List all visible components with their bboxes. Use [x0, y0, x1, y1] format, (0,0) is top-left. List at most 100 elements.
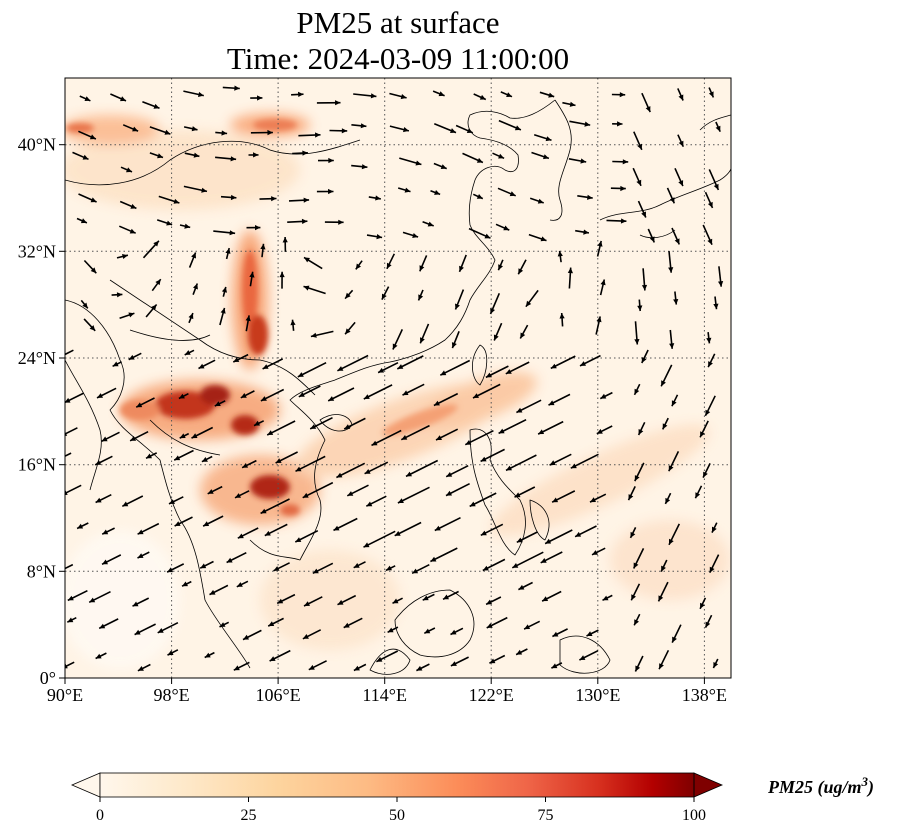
wind-arrow-head [661, 380, 666, 387]
wind-arrow-head [174, 455, 181, 461]
wind-arrow-head [480, 456, 487, 462]
wind-arrow-head [705, 621, 711, 628]
wind-arrow-head [201, 187, 207, 193]
map-time: Time: 2024-03-09 11:00:00 [226, 41, 570, 76]
wind-arrow-head [203, 521, 210, 527]
wind-arrow-head [545, 538, 552, 544]
wind-arrow-head [146, 453, 152, 459]
wind-arrow-head [370, 93, 377, 99]
wind-arrow-head [480, 530, 487, 536]
wind-arrow-head [277, 598, 284, 604]
wind-arrow-head [295, 537, 302, 542]
wind-arrow-head [153, 240, 159, 247]
wind-arrow-head [191, 126, 198, 132]
wind-arrow-head [424, 628, 431, 634]
wind-arrow-head [540, 558, 547, 563]
wind-arrow-head [641, 357, 647, 363]
wind-arrow-head [584, 121, 591, 127]
wind-arrow-head [506, 465, 512, 471]
wind-arrow-head [376, 656, 383, 662]
wind-arrow-head [450, 661, 457, 666]
wind-arrow-head [634, 475, 640, 482]
colorbar-tick: 0 [96, 807, 104, 824]
wind-arrow-head [422, 595, 429, 601]
wind-arrow-head [485, 372, 492, 378]
wind-arrow-head [403, 127, 409, 133]
wind-arrow-head [446, 472, 453, 477]
wind-arrow-head [198, 91, 204, 97]
wind-arrow-head [579, 655, 586, 660]
wind-arrow-head [353, 563, 360, 568]
wind-arrow-head [671, 400, 677, 407]
wind-arrow-head [469, 501, 476, 507]
wind-arrow-head [310, 424, 317, 429]
wind-arrow-head [386, 565, 392, 571]
wind-arrow-head [345, 292, 351, 299]
wind-arrow-head [235, 493, 241, 498]
wind-arrow-head [303, 197, 310, 203]
wind-arrow-head [506, 92, 512, 97]
wind-arrow-head [634, 619, 639, 626]
map-frame [64, 77, 732, 679]
wind-arrow-head [312, 568, 319, 574]
wind-arrow-head [641, 284, 648, 291]
wind-arrow-head [557, 250, 563, 257]
wind-arrow-head [260, 243, 266, 250]
lat-tick-label: 40°N [18, 135, 56, 155]
lat-tick-marks [59, 144, 65, 679]
wind-arrow-head [169, 499, 175, 504]
wind-arrow-head [226, 557, 233, 563]
wind-arrow-head [363, 394, 370, 399]
wind-arrow-head [128, 354, 135, 360]
wind-arrow-shaft [337, 354, 369, 372]
wind-arrow-head [193, 283, 198, 290]
wind-arrow-head [225, 248, 231, 254]
wind-arrow-head [55, 355, 61, 360]
wind-arrow-head [586, 631, 593, 636]
wind-arrow-head [297, 372, 304, 377]
wind-arrow-head [548, 400, 555, 406]
wind-arrow-head [366, 501, 373, 507]
wind-arrow-head [328, 396, 335, 401]
wind-arrow-head [707, 238, 713, 245]
wind-arrow-head [695, 492, 701, 499]
wind-arrow-head [200, 563, 207, 569]
wind-arrow-head [355, 263, 361, 270]
colorbar-tick: 75 [538, 807, 554, 824]
wind-arrow-head [164, 129, 171, 135]
wind-arrow-head [420, 337, 425, 344]
wind-arrow-head [678, 94, 684, 101]
colorbar-tick: 25 [241, 807, 257, 824]
wind-arrow-head [304, 257, 310, 263]
wind-arrow-head [549, 460, 556, 466]
wind-arrow-head [402, 390, 409, 396]
wind-arrow-head [641, 211, 646, 218]
wind-arrow-head [509, 191, 516, 197]
wind-arrow-head [503, 225, 510, 231]
wind-arrow-head [707, 201, 713, 208]
wind-arrow-head [634, 339, 640, 345]
wind-arrow-head [600, 279, 606, 286]
wind-arrow-head [635, 665, 641, 672]
wind-arrow-head [315, 132, 321, 138]
wind-arrow-head [132, 601, 139, 607]
wind-arrow-head [430, 556, 437, 562]
wind-arrow-head [269, 656, 276, 661]
wind-arrow-head [67, 617, 74, 623]
wind-arrow-head [229, 230, 236, 236]
wind-arrow-head [459, 265, 464, 272]
wind-arrow-head [712, 526, 717, 533]
wind-arrow-head [476, 194, 483, 199]
wind-arrow-head [95, 460, 102, 465]
wind-arrow-head [700, 602, 705, 609]
wind-arrow-head [262, 364, 269, 369]
wind-arrow-head [514, 492, 521, 498]
wind-arrow-head [82, 154, 89, 160]
wind-arrow-head [392, 598, 399, 604]
wind-arrow-head [275, 458, 282, 463]
wind-arrow-head [333, 525, 340, 531]
wind-arrow-shaft [511, 551, 544, 569]
wind-arrow-head [157, 628, 164, 633]
wind-arrow-head [415, 160, 422, 166]
wind-arrow-head [433, 400, 440, 406]
